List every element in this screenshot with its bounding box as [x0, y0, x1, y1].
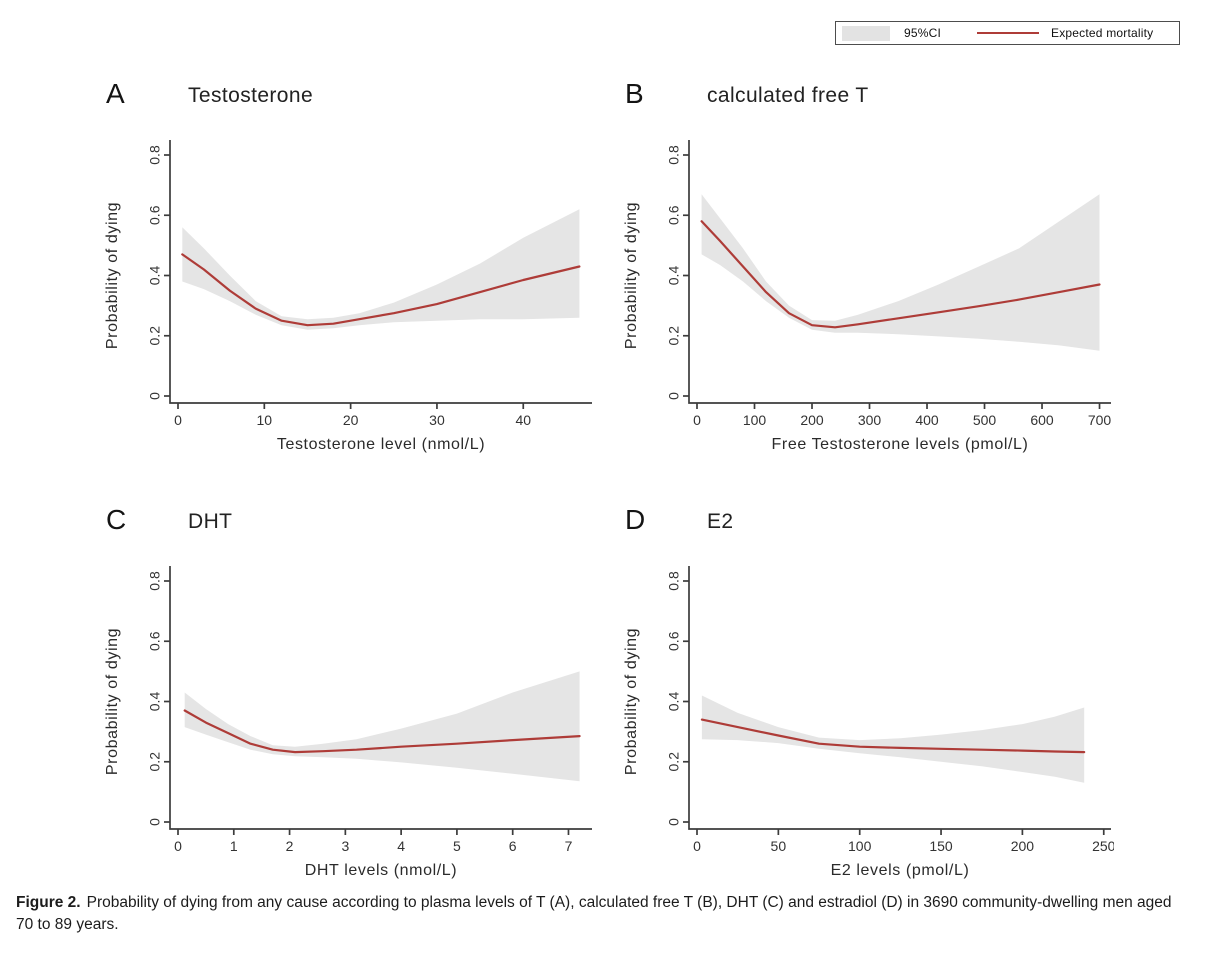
svg-text:0.2: 0.2	[147, 326, 163, 346]
svg-text:0.8: 0.8	[666, 145, 682, 165]
svg-text:5: 5	[453, 838, 461, 854]
panel-title-testosterone: Testosterone	[188, 84, 314, 107]
panel-e2: 0 0.2 0.4 0.6 0.8 0 50 100 150 200 250 E2 levels (p…	[609, 502, 1114, 894]
svg-text:100: 100	[743, 412, 767, 428]
svg-text:0: 0	[666, 818, 682, 826]
figure-caption: Figure 2. Probability of dying from any c…	[16, 892, 1184, 936]
svg-text:0: 0	[693, 412, 701, 428]
svg-text:0: 0	[147, 392, 163, 400]
svg-text:0: 0	[174, 838, 182, 854]
svg-text:0: 0	[693, 838, 701, 854]
svg-text:2: 2	[286, 838, 294, 854]
svg-text:0.4: 0.4	[147, 266, 163, 286]
svg-text:Probability of dying: Probability of dying	[623, 628, 640, 775]
panel-title-free-testosterone: calculated free T	[707, 84, 869, 107]
panel-testosterone: 0 0.2 0.4 0.6 0.8 0 10 20 30 40 Testosterone level…	[90, 76, 595, 468]
svg-text:DHT levels (nmol/L): DHT levels (nmol/L)	[305, 862, 457, 879]
legend-box: 95%CI Expected mortality	[835, 21, 1180, 45]
svg-text:0.4: 0.4	[666, 692, 682, 712]
svg-text:20: 20	[343, 412, 359, 428]
svg-text:E2 levels (pmol/L): E2 levels (pmol/L)	[831, 862, 970, 879]
svg-text:40: 40	[515, 412, 531, 428]
svg-text:0.4: 0.4	[147, 692, 163, 712]
svg-text:3: 3	[341, 838, 349, 854]
svg-text:0: 0	[666, 392, 682, 400]
svg-text:7: 7	[565, 838, 573, 854]
ci-band-swatch	[842, 25, 890, 41]
svg-text:150: 150	[929, 838, 953, 854]
svg-text:1: 1	[230, 838, 238, 854]
svg-text:0.8: 0.8	[147, 571, 163, 591]
svg-text:Probability of dying: Probability of dying	[104, 628, 121, 775]
svg-text:0.2: 0.2	[147, 752, 163, 772]
svg-text:Testosterone level (nmol/L): Testosterone level (nmol/L)	[277, 436, 485, 453]
svg-text:Free Testosterone levels (pmol: Free Testosterone levels (pmol/L)	[772, 436, 1029, 453]
svg-text:6: 6	[509, 838, 517, 854]
dht-chart: 0 0.2 0.4 0.6 0.8 0 1 2 3 4 5 6 7 DHT levels (nmol/L)…	[104, 566, 592, 879]
panel-title-dht: DHT	[188, 510, 233, 533]
svg-text:0.4: 0.4	[666, 266, 682, 286]
svg-text:200: 200	[800, 412, 824, 428]
svg-text:200: 200	[1011, 838, 1035, 854]
mortality-line-swatch	[977, 32, 1040, 34]
svg-text:700: 700	[1088, 412, 1112, 428]
svg-text:400: 400	[915, 412, 939, 428]
svg-text:50: 50	[771, 838, 787, 854]
svg-text:0.8: 0.8	[666, 571, 682, 591]
svg-text:600: 600	[1030, 412, 1054, 428]
panel-letter-a: A	[106, 78, 125, 109]
svg-text:500: 500	[973, 412, 997, 428]
panel-title-e2: E2	[707, 510, 734, 533]
e2-chart: 0 0.2 0.4 0.6 0.8 0 50 100 150 200 250 E2 levels (p…	[623, 566, 1114, 879]
svg-text:0.2: 0.2	[666, 752, 682, 772]
svg-text:0.8: 0.8	[147, 145, 163, 165]
ci-legend-label: 95%CI	[904, 26, 942, 40]
svg-text:10: 10	[257, 412, 273, 428]
svg-text:100: 100	[848, 838, 872, 854]
panel-free-testosterone: 0 0.2 0.4 0.6 0.8 0 100 200 300 400 500 600 700 Free …	[609, 76, 1114, 468]
testosterone-chart: 0 0.2 0.4 0.6 0.8 0 10 20 30 40 Testosterone level…	[104, 140, 592, 453]
free-testosterone-chart: 0 0.2 0.4 0.6 0.8 0 100 200 300 400 500 600 700 Free …	[623, 140, 1112, 453]
panel-dht: 0 0.2 0.4 0.6 0.8 0 1 2 3 4 5 6 7 DHT levels (nmol/L)…	[90, 502, 595, 894]
svg-text:0.6: 0.6	[147, 631, 163, 651]
svg-text:Probability of dying: Probability of dying	[623, 202, 640, 349]
figure-caption-text: Probability of dying from any cause acco…	[16, 894, 1172, 933]
svg-text:4: 4	[397, 838, 405, 854]
svg-text:250: 250	[1092, 838, 1114, 854]
svg-text:0.6: 0.6	[147, 205, 163, 225]
svg-text:0: 0	[174, 412, 182, 428]
svg-text:0.2: 0.2	[666, 326, 682, 346]
svg-text:0: 0	[147, 818, 163, 826]
svg-text:300: 300	[858, 412, 882, 428]
svg-text:0.6: 0.6	[666, 631, 682, 651]
svg-text:0.6: 0.6	[666, 205, 682, 225]
svg-text:30: 30	[429, 412, 445, 428]
svg-text:Probability of dying: Probability of dying	[104, 202, 121, 349]
panel-letter-b: B	[625, 78, 644, 109]
panel-letter-d: D	[625, 504, 646, 535]
panel-letter-c: C	[106, 504, 127, 535]
mortality-legend-label: Expected mortality	[1051, 26, 1154, 40]
figure-caption-label: Figure 2.	[16, 894, 81, 911]
